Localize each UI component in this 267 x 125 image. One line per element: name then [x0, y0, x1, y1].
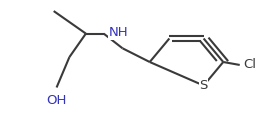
Text: OH: OH [46, 94, 67, 107]
Text: NH: NH [108, 26, 128, 40]
Text: S: S [199, 79, 208, 92]
Text: Cl: Cl [243, 58, 256, 71]
